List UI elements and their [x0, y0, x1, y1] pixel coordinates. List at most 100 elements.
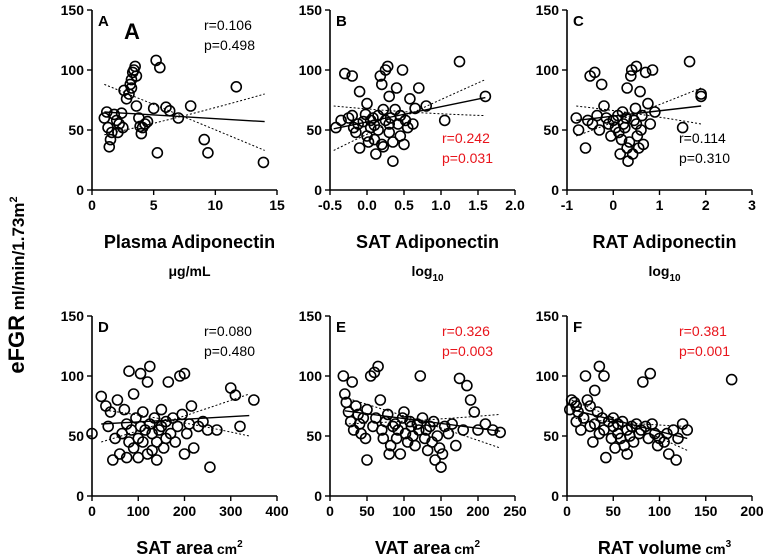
data-point — [137, 406, 149, 418]
x-tick-label: -0.5 — [318, 197, 342, 213]
data-point — [646, 64, 659, 76]
x-axis-title: VAT area cm2 — [375, 538, 481, 558]
data-point — [387, 136, 399, 148]
data-point — [572, 124, 585, 136]
data-point — [420, 100, 433, 112]
data-point — [577, 412, 590, 424]
data-point — [198, 133, 211, 146]
data-point — [185, 400, 198, 412]
panel-label: B — [336, 13, 347, 30]
data-point — [337, 370, 350, 382]
data-point — [117, 121, 129, 134]
data-point — [396, 64, 409, 76]
x-tick-label: 0.0 — [357, 197, 377, 213]
panel-label: D — [98, 319, 109, 336]
ci-lower-line — [104, 83, 265, 151]
data-point — [427, 415, 440, 428]
regression-line — [101, 414, 250, 425]
data-point — [372, 124, 384, 136]
data-point — [616, 106, 629, 118]
data-point — [598, 370, 610, 382]
data-point — [157, 442, 170, 454]
data-point — [184, 100, 197, 112]
data-point — [127, 388, 140, 400]
data-point — [600, 112, 613, 124]
data-point — [629, 102, 642, 115]
data-point — [113, 448, 126, 460]
data-point — [672, 432, 684, 445]
ci-lower-line — [101, 409, 250, 437]
x-tick-label: 0 — [326, 503, 334, 519]
x-tick-label: 3 — [748, 197, 756, 213]
data-point — [375, 78, 388, 91]
data-point — [436, 448, 449, 460]
y-tick-label: 50 — [68, 428, 84, 444]
x-axis-title: SAT Adiponectin — [356, 232, 499, 252]
stats-p: p=0.003 — [442, 343, 493, 359]
data-point — [494, 426, 507, 439]
data-point — [134, 367, 147, 380]
data-point — [472, 424, 484, 436]
data-point — [169, 436, 182, 448]
data-point — [370, 412, 382, 424]
data-point — [248, 394, 260, 406]
x-tick-label: 1.5 — [468, 197, 488, 213]
data-point — [394, 448, 407, 460]
data-point — [125, 82, 138, 94]
data-point — [670, 454, 682, 466]
data-point — [377, 103, 390, 116]
data-point — [593, 124, 606, 136]
data-point — [178, 367, 191, 380]
data-point — [384, 439, 397, 452]
data-point — [398, 138, 410, 151]
data-point — [725, 373, 738, 386]
data-point — [627, 436, 640, 448]
data-point — [626, 148, 639, 160]
data-point — [383, 90, 396, 103]
data-point — [359, 432, 372, 445]
data-point — [135, 127, 148, 140]
data-point — [407, 118, 419, 130]
x-tick-label: 5 — [150, 197, 158, 213]
regression-line — [571, 408, 688, 440]
y-tick-label: 100 — [61, 62, 85, 78]
data-point — [398, 406, 410, 418]
data-point — [625, 70, 637, 82]
data-point — [588, 418, 601, 430]
data-point — [178, 448, 191, 460]
y-tick-label: 0 — [551, 182, 559, 198]
data-point — [630, 60, 643, 73]
data-point — [453, 372, 466, 385]
x-axis-title: SAT area cm2 — [136, 538, 243, 558]
y-tick-label: 100 — [299, 368, 323, 384]
data-point — [353, 142, 366, 154]
data-point — [211, 424, 223, 436]
y-tick-label: 50 — [306, 428, 322, 444]
data-point — [364, 370, 377, 382]
stats-p: p=0.310 — [679, 150, 730, 166]
data-point — [662, 448, 675, 460]
stats-p: p=0.498 — [204, 37, 255, 53]
data-point — [109, 432, 121, 445]
data-point — [104, 133, 117, 146]
x-axis-unit: log10 — [648, 263, 681, 284]
panel-inset-label: A — [124, 19, 140, 44]
data-point — [350, 126, 362, 139]
y-tick-label: 100 — [299, 62, 323, 78]
data-point — [361, 403, 373, 416]
data-point — [435, 461, 447, 474]
data-point — [442, 427, 455, 440]
y-tick-label: 0 — [551, 488, 559, 504]
data-point — [651, 439, 664, 452]
x-axis-unit: log10 — [411, 263, 444, 284]
stats-p: p=0.031 — [442, 150, 493, 166]
data-point — [162, 376, 175, 388]
data-point — [361, 454, 373, 466]
data-point — [438, 114, 451, 127]
y-tick-label: 0 — [76, 182, 84, 198]
ci-upper-line — [333, 79, 486, 151]
data-point — [634, 85, 646, 98]
data-point — [695, 88, 707, 100]
stats-r: r=0.242 — [442, 130, 490, 146]
